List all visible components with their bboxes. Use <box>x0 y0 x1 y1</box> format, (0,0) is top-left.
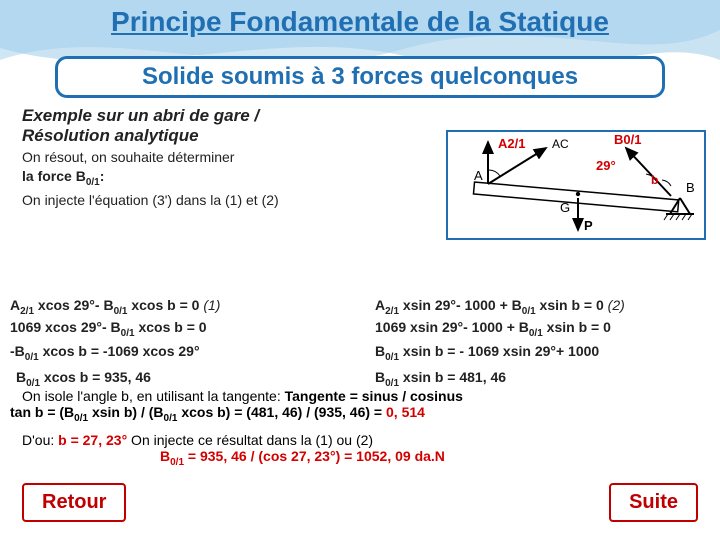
example-l1: Exemple sur un abri de gare / <box>22 106 702 126</box>
dou-line: D'ou: b = 27, 23° On injecte ce résultat… <box>22 432 373 448</box>
page-title: Principe Fondamentale de la Statique <box>0 0 720 38</box>
svg-text:A2/1: A2/1 <box>498 136 525 151</box>
back-button[interactable]: Retour <box>22 483 126 522</box>
eq3-right: B0/1 xsin b = - 1069 xsin 29°+ 1000 <box>375 342 599 364</box>
tangent-line: On isole l'angle b, en utilisant la tang… <box>22 388 463 405</box>
svg-text:B0/1: B0/1 <box>614 132 641 147</box>
eq3-left: -B0/1 xcos b = -1069 xcos 29° <box>10 342 200 364</box>
subtitle-text: Solide soumis à 3 forces quelconques <box>142 63 578 90</box>
final-line: B0/1 = 935, 46 / (cos 27, 23°) = 1052, 0… <box>160 448 445 468</box>
eq1-left: A2/1 xcos 29°- B0/1 xcos b = 0 (1) <box>10 296 220 318</box>
tanb-line: tan b = (B0/1 xsin b) / (B0/1 xcos b) = … <box>10 404 425 424</box>
svg-text:b: b <box>651 173 658 187</box>
eq2-left: 1069 xcos 29°- B0/1 xcos b = 0 <box>10 318 207 340</box>
svg-text:P: P <box>584 218 593 233</box>
force-diagram: A2/1 AC B0/1 29° A B b G P <box>446 130 706 240</box>
svg-text:G: G <box>560 200 570 215</box>
eq1-right: A2/1 xsin 29°- 1000 + B0/1 xsin b = 0 (2… <box>375 296 625 318</box>
eq2-right: 1069 xsin 29°- 1000 + B0/1 xsin b = 0 <box>375 318 611 340</box>
eq4-left: B0/1 xcos b = 935, 46 <box>16 368 151 390</box>
svg-text:B: B <box>686 180 695 195</box>
subtitle-box: Solide soumis à 3 forces quelconques <box>55 56 665 98</box>
eq4-right: B0/1 xsin b = 481, 46 <box>375 368 506 390</box>
svg-text:A: A <box>474 168 483 183</box>
svg-text:29°: 29° <box>596 158 616 173</box>
next-button[interactable]: Suite <box>609 483 698 522</box>
svg-text:AC: AC <box>552 137 569 151</box>
